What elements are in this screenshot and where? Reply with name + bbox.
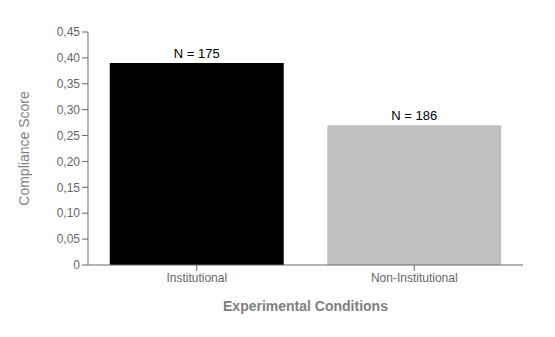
- svg-text:0,15: 0,15: [57, 181, 81, 195]
- svg-text:N = 175: N = 175: [174, 46, 220, 61]
- svg-text:0,35: 0,35: [57, 77, 81, 91]
- svg-text:0,10: 0,10: [57, 206, 81, 220]
- svg-text:Institutional: Institutional: [166, 271, 227, 285]
- svg-text:0,30: 0,30: [57, 103, 81, 117]
- svg-text:0,40: 0,40: [57, 51, 81, 65]
- svg-text:Compliance Score: Compliance Score: [16, 91, 32, 206]
- svg-text:0,05: 0,05: [57, 232, 81, 246]
- svg-text:N = 186: N = 186: [391, 108, 437, 123]
- svg-text:Experimental Conditions: Experimental Conditions: [223, 298, 388, 314]
- svg-text:0,20: 0,20: [57, 155, 81, 169]
- svg-text:Non-Institutional: Non-Institutional: [371, 271, 458, 285]
- svg-text:0: 0: [73, 258, 80, 272]
- svg-text:0,45: 0,45: [57, 25, 81, 39]
- svg-text:0,25: 0,25: [57, 129, 81, 143]
